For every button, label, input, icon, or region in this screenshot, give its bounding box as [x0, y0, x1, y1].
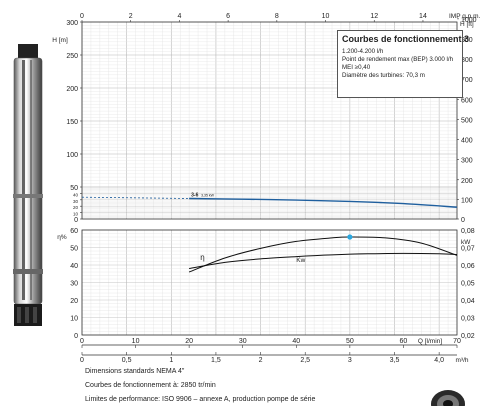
head-left-tick-label: 250 — [66, 53, 78, 60]
footnote-dimensions: Dimensions standards NEMA 4" — [85, 368, 185, 375]
eff-left-tick-label: 60 — [70, 228, 78, 235]
eff-left-axis-label: η% — [57, 234, 67, 241]
m3h-tick-label: 0,5 — [122, 357, 132, 364]
footnote-limits: Limites de performance: ISO 9906 – annex… — [85, 396, 316, 403]
eff-right-tick-label: 0,07 — [461, 246, 475, 253]
eff-right-tick-label: 0,02 — [461, 333, 475, 340]
lmin-tick-label: 60 — [400, 338, 408, 345]
eff-right-tick-label: 0,08 — [461, 228, 475, 235]
eff-right-tick-label: 0,05 — [461, 281, 475, 288]
top-axis-tick-label: 2 — [129, 13, 133, 20]
eff-right-tick-label: 0,03 — [461, 316, 475, 323]
eff-left-tick-label: 40 — [70, 263, 78, 270]
head-left-tick-label: 50 — [70, 185, 78, 192]
head-right-tick-label: 200 — [461, 178, 473, 185]
eff-right-tick-label: 0,04 — [461, 298, 475, 305]
curve-info-box: Courbes de fonctionnement 3 1.200-4.200 … — [337, 30, 470, 98]
footnote-speed: Courbes de fonctionnement à: 2850 tr/min — [85, 382, 216, 389]
info-flow-range: 1.200-4.200 l/h — [342, 48, 384, 55]
head-right-tick-label: 800 — [461, 57, 473, 64]
head-panel-frame — [81, 21, 458, 220]
m3h-tick-label: 1,5 — [211, 357, 221, 364]
head-left-tick-label: 40 — [73, 192, 79, 197]
lmin-tick-label: 50 — [346, 338, 354, 345]
info-mei: MEI ≥0,40 — [342, 64, 371, 71]
top-axis-tick-label: 14 — [419, 13, 427, 20]
head-left-tick-label: 30 — [73, 199, 79, 204]
m3h-tick-label: 1 — [169, 357, 173, 364]
m3h-tick-label: 3,5 — [390, 357, 400, 364]
efficiency-panel-frame — [81, 229, 458, 336]
head-left-tick-label: 0 — [74, 217, 78, 224]
head-left-tick-label: 10 — [73, 212, 79, 217]
info-bep: Point de rendement max (BEP) 3.000 l/h — [342, 56, 454, 63]
head-curve-label: 3-6 — [191, 193, 198, 199]
head-right-tick-label: 600 — [461, 97, 473, 104]
top-axis-tick-label: 10 — [322, 13, 330, 20]
top-axis-tick-label: 4 — [177, 13, 181, 20]
m3h-tick-label: 4,0 — [434, 357, 444, 364]
lmin-tick-label: 20 — [185, 338, 193, 345]
head-right-tick-label: 300 — [461, 158, 473, 165]
m3h-tick-label: 3 — [348, 357, 352, 364]
eff-left-tick-label: 0 — [74, 333, 78, 340]
head-left-tick-label: 200 — [66, 86, 78, 93]
head-left-axis-label: H [m] — [52, 37, 68, 44]
lmin-tick-label: 40 — [292, 338, 300, 345]
eff-left-tick-label: 30 — [70, 281, 78, 288]
pump-bottom-image — [431, 390, 465, 406]
head-right-tick-label: 400 — [461, 138, 473, 145]
lmin-tick-label: 70 — [453, 338, 461, 345]
head-left-tick-label: 20 — [73, 205, 79, 210]
m3h-tick-label: 2,5 — [300, 357, 310, 364]
head-curve-3-6 — [189, 197, 458, 208]
eff-left-tick-label: 20 — [70, 298, 78, 305]
m3h-axis-label: m³/h — [456, 357, 469, 364]
power-curve — [189, 252, 458, 269]
lmin-tick-label: 10 — [132, 338, 140, 345]
head-right-tick-label: 500 — [461, 117, 473, 124]
info-impeller-diameter: Diamètre des turbines: 70,3 m — [342, 72, 425, 79]
efficiency-curve — [188, 236, 458, 273]
top-axis-tick-label: 8 — [275, 13, 279, 20]
top-axis-tick-label: 12 — [370, 13, 378, 20]
m3h-tick-label: 0 — [80, 357, 84, 364]
head-curve-power-label: 3,35 kW — [201, 194, 215, 198]
lmin-tick-label: 0 — [80, 338, 84, 345]
head-left-tick-label: 150 — [66, 119, 78, 126]
head-right-tick-label: 700 — [461, 77, 473, 84]
eff-right-tick-label: 0,06 — [461, 263, 475, 270]
info-box-title: Courbes de fonctionnement 3 — [342, 34, 470, 44]
m3h-tick-label: 2 — [259, 357, 263, 364]
head-curve-dashed-extension — [81, 196, 190, 199]
top-axis-tick-label: 0 — [80, 13, 84, 20]
efficiency-curve-label: η — [200, 253, 204, 262]
top-axis-label: IMP g.p.m. — [449, 13, 481, 20]
head-right-tick-label: 0 — [461, 217, 465, 224]
eff-left-tick-label: 10 — [70, 316, 78, 323]
head-right-axis-label: H [ft] — [460, 21, 474, 28]
eff-right-axis-label: kW — [461, 239, 471, 246]
head-right-tick-label: 100 — [461, 197, 473, 204]
head-right-tick-label: 900 — [461, 37, 473, 44]
bep-marker — [347, 234, 353, 240]
head-right-tick-label: 1000 — [461, 17, 477, 24]
head-left-tick-label: 100 — [66, 152, 78, 159]
head-left-tick-label: 300 — [66, 20, 78, 27]
lmin-axis-label: Q [l/min] — [418, 338, 442, 345]
top-axis-tick-label: 6 — [226, 13, 230, 20]
eff-left-tick-label: 50 — [70, 246, 78, 253]
power-curve-label: Kw — [296, 257, 305, 264]
pump-illustration — [13, 44, 43, 326]
lmin-tick-label: 30 — [239, 338, 247, 345]
